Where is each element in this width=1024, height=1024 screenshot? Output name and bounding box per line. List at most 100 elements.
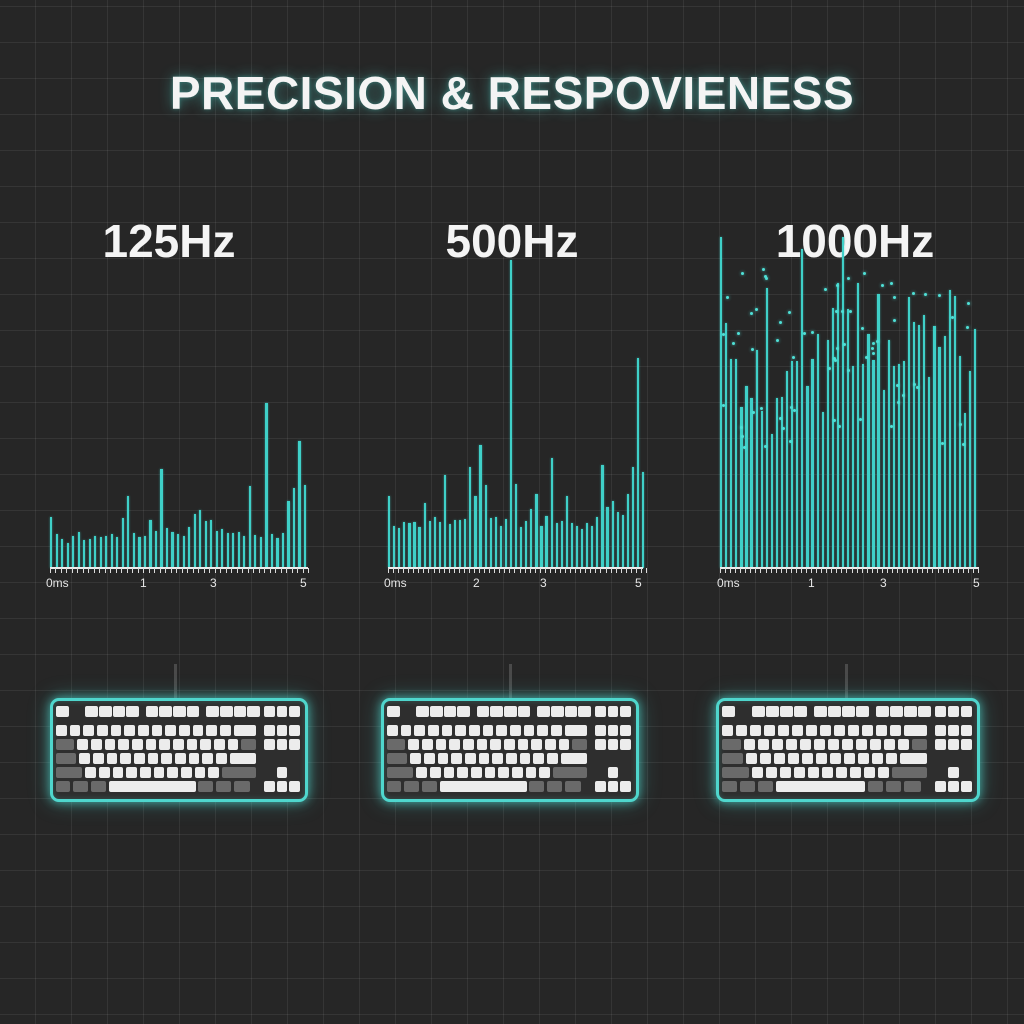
axis-tick <box>866 568 868 573</box>
scatter-point <box>836 347 840 351</box>
axis-tick <box>514 568 516 573</box>
keyboard-cable <box>509 664 512 700</box>
bar <box>760 410 763 568</box>
scatter-point <box>962 442 966 446</box>
bar <box>61 539 64 568</box>
scatter-point <box>743 446 747 450</box>
bar <box>509 259 513 568</box>
bar <box>923 315 926 568</box>
bar <box>611 501 614 568</box>
keycap <box>422 781 437 792</box>
bar <box>626 493 629 568</box>
keycap <box>531 739 543 750</box>
keycap <box>830 753 841 764</box>
keyboard-body <box>381 698 639 802</box>
axis-tick <box>433 568 435 573</box>
keycap <box>948 739 959 750</box>
axis-tick <box>104 568 106 573</box>
bar <box>636 357 640 568</box>
latency-chart-1000hz <box>720 228 978 568</box>
keycap <box>802 753 813 764</box>
axis-tick <box>181 568 183 573</box>
axis-tick <box>595 568 597 573</box>
axis-tick <box>428 568 430 573</box>
scatter-point <box>896 400 900 404</box>
keycap <box>221 767 257 778</box>
bar <box>902 360 906 568</box>
keycap <box>844 753 855 764</box>
keycap <box>229 753 257 764</box>
scatter-point <box>841 310 845 314</box>
axis-tick <box>775 568 777 573</box>
scatter-point <box>741 271 745 275</box>
bar <box>575 525 579 568</box>
keycap <box>498 767 509 778</box>
keyboard-illustration-500hz <box>381 662 643 802</box>
keycap <box>722 706 735 717</box>
scatter-point <box>861 327 865 331</box>
keycap <box>850 767 861 778</box>
axis-tick <box>580 568 582 573</box>
keycap <box>200 739 212 750</box>
bar <box>963 412 967 568</box>
axis-tick <box>560 568 561 573</box>
axis-tick <box>209 568 211 573</box>
keycap <box>876 725 887 736</box>
keycap <box>607 739 619 750</box>
keycap <box>85 767 96 778</box>
bar <box>388 495 391 568</box>
bar <box>933 325 936 568</box>
axis-tick <box>297 568 299 573</box>
scatter-point <box>763 445 767 449</box>
page-title: PRECISION & RESPOVIENESS <box>169 67 855 119</box>
keycap <box>722 753 743 764</box>
axis-tick <box>750 568 752 573</box>
scatter-point <box>762 268 766 272</box>
keycap <box>429 706 443 717</box>
axis-tick <box>605 568 607 573</box>
bar <box>897 364 900 568</box>
keycap <box>890 725 901 736</box>
keycap <box>961 739 972 750</box>
keycap <box>904 725 927 736</box>
keycap <box>465 753 476 764</box>
axis-tick <box>841 568 843 573</box>
keycap <box>552 767 588 778</box>
scatter-point <box>793 408 797 412</box>
bar <box>423 503 426 568</box>
scatter-point <box>836 284 840 288</box>
bar <box>581 528 584 568</box>
bar <box>948 289 951 568</box>
axis-tick <box>258 568 260 573</box>
keycap <box>159 739 171 750</box>
bar <box>160 469 163 568</box>
keycap <box>740 781 755 792</box>
scatter-point <box>864 355 868 359</box>
bar <box>77 531 80 568</box>
bar <box>221 528 224 568</box>
keycap <box>564 725 588 736</box>
keycap <box>594 781 606 792</box>
scatter-point <box>834 359 838 363</box>
keycap <box>868 781 883 792</box>
keycap <box>186 739 198 750</box>
keycap <box>167 767 178 778</box>
keycap <box>98 767 110 778</box>
keycap <box>607 767 619 778</box>
axis-tick <box>408 568 410 573</box>
keycap <box>607 706 619 717</box>
bar <box>530 508 533 568</box>
bar <box>248 486 251 568</box>
bar <box>105 536 108 568</box>
axis-tick <box>967 568 969 573</box>
bar <box>469 467 472 568</box>
scatter-point <box>833 418 837 422</box>
axis-tick <box>892 568 893 573</box>
axis-tick <box>110 568 112 573</box>
bar <box>55 534 58 568</box>
bar <box>292 488 296 568</box>
bar <box>94 536 97 568</box>
axis-tick <box>143 568 145 573</box>
keycap <box>509 725 521 736</box>
scatter-point <box>875 340 879 344</box>
